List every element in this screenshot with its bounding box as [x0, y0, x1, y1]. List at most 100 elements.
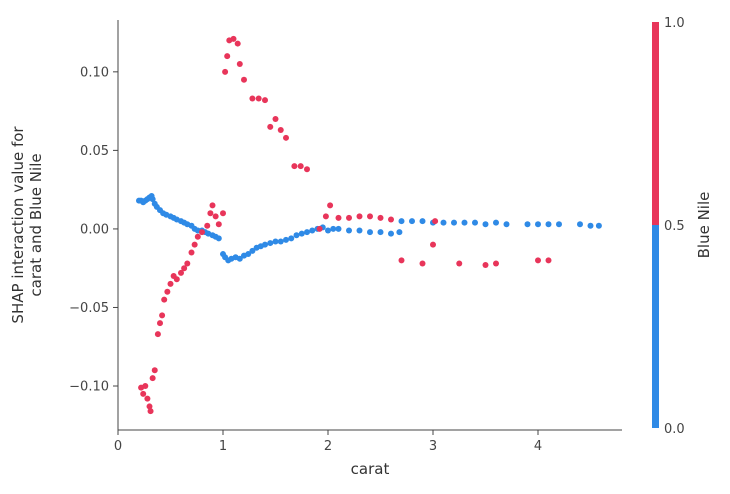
series-blue-nile-0: [136, 192, 602, 264]
scatter-point: [188, 249, 195, 256]
scatter-point: [241, 76, 247, 83]
scatter-point: [545, 257, 552, 264]
scatter-point: [298, 230, 305, 237]
x-tick-label: 0: [114, 439, 122, 454]
scatter-point: [277, 126, 284, 133]
scatter-point: [245, 251, 252, 258]
scatter-point: [204, 222, 211, 229]
scatter-point: [346, 227, 352, 234]
y-tick-label: 0.05: [80, 144, 109, 159]
scatter-point: [377, 214, 384, 221]
scatter-point: [184, 260, 191, 267]
scatter-point: [503, 221, 510, 228]
scatter-point: [154, 331, 161, 338]
x-tick-label: 1: [219, 439, 227, 454]
scatter-point: [388, 230, 394, 237]
scatter-point: [146, 403, 153, 410]
scatter-point: [277, 238, 284, 245]
scatter-point: [367, 213, 373, 220]
scatter-point: [140, 390, 147, 397]
scatter-point: [149, 196, 156, 203]
scatter-point: [309, 227, 316, 234]
x-tick-label: 4: [534, 439, 542, 454]
scatter-point: [304, 229, 310, 236]
scatter-point: [209, 202, 216, 209]
x-ticks: 0 1 2 3 4: [114, 430, 542, 454]
scatter-point: [220, 210, 226, 217]
scatter-point: [419, 260, 426, 267]
scatter-point: [178, 269, 184, 276]
scatter-point: [524, 221, 531, 228]
scatter-point: [234, 40, 241, 47]
scatter-point: [472, 219, 478, 226]
scatter-point: [291, 163, 298, 170]
scatter-point: [149, 375, 156, 382]
scatter-point: [388, 216, 394, 223]
scatter-point: [316, 225, 323, 232]
scatter-point: [356, 213, 363, 220]
scatter-point: [283, 134, 289, 141]
scatter-point: [207, 210, 214, 217]
scatter-point: [482, 221, 489, 228]
scatter-point: [224, 53, 231, 60]
scatter-point: [249, 247, 256, 254]
scatter-point: [545, 221, 552, 228]
scatter-point: [461, 219, 468, 226]
scatter-point: [297, 163, 304, 170]
scatter-point: [367, 229, 373, 236]
x-tick-label: 2: [324, 439, 332, 454]
scatter-point: [335, 214, 342, 221]
scatter-point: [181, 265, 188, 272]
scatter-point: [325, 227, 331, 234]
y-ticks: −0.10 −0.05 0.00 0.05 0.10: [69, 65, 118, 395]
scatter-point: [267, 123, 274, 130]
scatter-point: [482, 262, 489, 269]
scatter-point: [194, 233, 201, 240]
y-tick-label: 0.00: [80, 222, 109, 237]
scatter-point: [377, 229, 384, 236]
colorbar-label: Blue Nile: [695, 192, 713, 259]
scatter-point: [304, 166, 310, 173]
scatter-point: [161, 296, 168, 303]
scatter-point: [288, 235, 295, 242]
y-tick-label: −0.10: [69, 380, 109, 395]
scatter-point: [191, 241, 198, 248]
scatter-point: [327, 202, 334, 209]
scatter-point: [164, 288, 171, 295]
x-tick-label: 3: [429, 439, 437, 454]
scatter-point: [577, 221, 583, 228]
scatter-point: [157, 320, 163, 327]
scatter-point: [330, 225, 337, 232]
scatter-point: [215, 221, 222, 228]
colorbar: 1.0 0.5 0.0 Blue Nile: [652, 16, 713, 437]
scatter-points: [136, 35, 602, 415]
scatter-point: [595, 222, 602, 229]
colorbar-tick-bottom: 0.0: [664, 422, 685, 437]
scatter-point: [230, 35, 237, 42]
scatter-point: [398, 218, 405, 225]
scatter-point: [267, 240, 274, 247]
scatter-point: [409, 218, 415, 225]
series-blue-nile-1: [138, 35, 552, 415]
scatter-point: [587, 222, 594, 229]
scatter-point: [322, 213, 329, 220]
scatter-point: [556, 221, 562, 228]
colorbar-bar: [652, 22, 659, 428]
scatter-point: [262, 97, 268, 104]
scatter-point: [262, 241, 268, 248]
scatter-point: [272, 115, 279, 122]
scatter-point: [222, 68, 229, 75]
scatter-point: [272, 238, 279, 245]
scatter-point: [167, 280, 174, 287]
scatter-point: [335, 225, 342, 232]
y-axis-title: SHAP interaction value for carat and Blu…: [9, 126, 45, 324]
scatter-point: [396, 229, 403, 236]
scatter-point: [236, 60, 243, 67]
scatter-point: [419, 218, 426, 225]
scatter-point: [493, 260, 499, 267]
scatter-point: [293, 232, 300, 239]
scatter-point: [151, 367, 158, 374]
y-tick-label: −0.05: [69, 301, 109, 316]
scatter-point: [142, 383, 149, 390]
